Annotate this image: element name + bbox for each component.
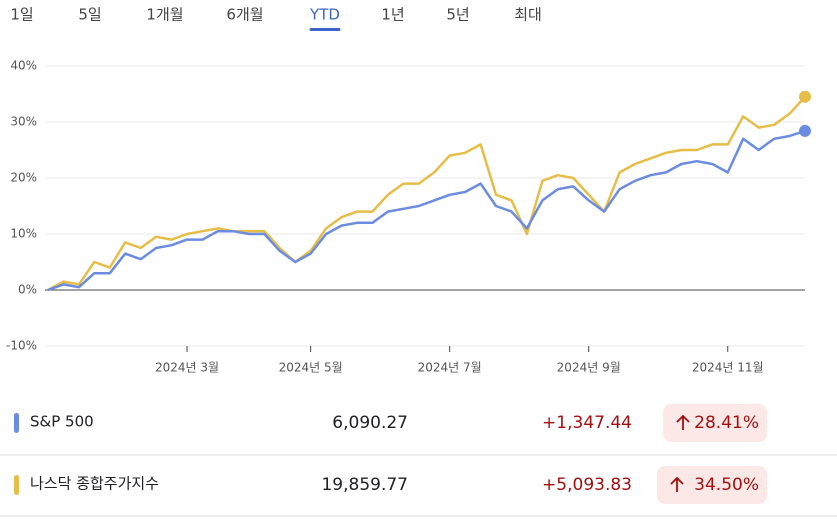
series-name[interactable]: 나스닥 종합주가지수 bbox=[30, 475, 159, 493]
selected-tab-underline bbox=[309, 28, 341, 31]
series-indicator bbox=[14, 475, 19, 495]
time-range-tab[interactable]: 1년 bbox=[381, 6, 404, 24]
price: 19,859.77 bbox=[321, 475, 408, 495]
percent-chip bbox=[657, 466, 767, 504]
series-end-dot bbox=[799, 124, 811, 137]
up-arrow-icon bbox=[670, 476, 684, 492]
change: +5,093.83 bbox=[542, 475, 632, 495]
change: +1,347.44 bbox=[542, 413, 632, 433]
series-name[interactable]: S&P 500 bbox=[30, 413, 94, 431]
percent-change: 34.50% bbox=[694, 475, 759, 495]
percent-change: 28.41% bbox=[694, 413, 759, 433]
y-tick-label: 40% bbox=[10, 59, 37, 73]
time-range-tab[interactable]: 최대 bbox=[514, 6, 542, 24]
y-tick-label: 30% bbox=[10, 115, 37, 129]
time-range-tab[interactable]: YTD bbox=[309, 6, 340, 24]
series-line bbox=[47, 95, 806, 292]
up-arrow-icon bbox=[676, 414, 690, 430]
time-range-tab[interactable]: 1일 bbox=[10, 6, 33, 24]
price: 6,090.27 bbox=[332, 413, 408, 433]
series-indicator bbox=[14, 413, 19, 433]
x-tick-label: 2024년 5월 bbox=[279, 361, 343, 375]
y-tick-label: 20% bbox=[10, 171, 37, 185]
x-tick-label: 2024년 3월 bbox=[155, 361, 219, 375]
x-tick-label: 2024년 9월 bbox=[557, 361, 621, 375]
x-tick-label: 2024년 11월 bbox=[692, 361, 764, 375]
time-range-tab[interactable]: 6개월 bbox=[226, 6, 263, 24]
x-tick-label: 2024년 7월 bbox=[418, 361, 482, 375]
time-range-tab[interactable]: 1개월 bbox=[146, 6, 183, 24]
series-line bbox=[47, 129, 806, 292]
y-tick-label: 10% bbox=[10, 227, 37, 241]
y-tick-label: -10% bbox=[6, 339, 37, 353]
series-end-dot bbox=[799, 90, 811, 103]
time-range-tab[interactable]: 5일 bbox=[78, 6, 101, 24]
percent-chip bbox=[663, 404, 767, 442]
time-range-tab[interactable]: 5년 bbox=[446, 6, 469, 24]
y-tick-label: 0% bbox=[18, 283, 37, 297]
